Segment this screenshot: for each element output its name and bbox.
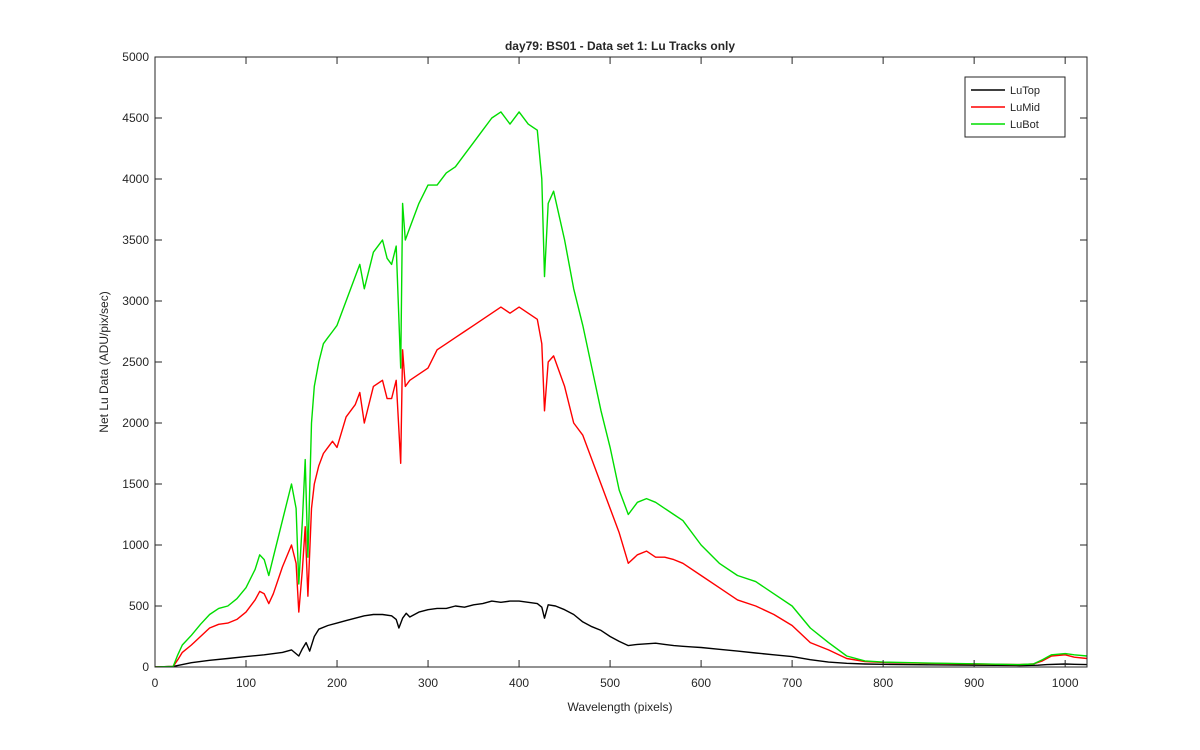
legend-label-lumid: LuMid bbox=[1010, 102, 1040, 114]
y-tick-label-3000: 3000 bbox=[122, 294, 149, 308]
y-tick-label-2500: 2500 bbox=[122, 355, 149, 369]
y-tick-label-1500: 1500 bbox=[122, 477, 149, 491]
x-axis-label: Wavelength (pixels) bbox=[568, 700, 673, 714]
series-line-lutop bbox=[155, 600, 1087, 667]
plot-area: 0 100 200 300 400 500 600 700 800 900 1000 0 500 1000… bbox=[122, 50, 1088, 690]
series-lines bbox=[155, 111, 1087, 667]
x-tick-label-700: 700 bbox=[782, 676, 802, 690]
y-tick-label-2000: 2000 bbox=[122, 416, 149, 430]
legend: LuTop LuMid LuBot bbox=[964, 76, 1066, 138]
y-tick-label-4500: 4500 bbox=[122, 111, 149, 125]
y-tick-label-5000: 5000 bbox=[122, 50, 149, 64]
series-line-lumid bbox=[155, 306, 1087, 667]
x-tick-label-600: 600 bbox=[691, 676, 711, 690]
x-tick-label-500: 500 bbox=[600, 676, 620, 690]
y-axis-label: Net Lu Data (ADU/pix/sec) bbox=[97, 291, 111, 432]
legend-label-lutop: LuTop bbox=[1010, 85, 1040, 97]
legend-label-lubot: LuBot bbox=[1010, 119, 1039, 131]
y-tick-label-4000: 4000 bbox=[122, 172, 149, 186]
y-tick-label-0: 0 bbox=[142, 660, 149, 674]
x-tick-label-800: 800 bbox=[873, 676, 893, 690]
x-tick-label-400: 400 bbox=[509, 676, 529, 690]
x-tick-label-300: 300 bbox=[418, 676, 438, 690]
x-tick-label-200: 200 bbox=[327, 676, 347, 690]
series-line-lubot bbox=[155, 111, 1087, 667]
y-tick-label-3500: 3500 bbox=[122, 233, 149, 247]
x-tick-label-100: 100 bbox=[236, 676, 256, 690]
x-tick-label-900: 900 bbox=[964, 676, 984, 690]
x-tick-label-1000: 1000 bbox=[1052, 676, 1079, 690]
y-tick-label-1000: 1000 bbox=[122, 538, 149, 552]
y-tick-label-500: 500 bbox=[129, 599, 149, 613]
x-tick-label-0: 0 bbox=[152, 676, 159, 690]
chart-title: day79: BS01 - Data set 1: Lu Tracks only bbox=[505, 39, 735, 53]
